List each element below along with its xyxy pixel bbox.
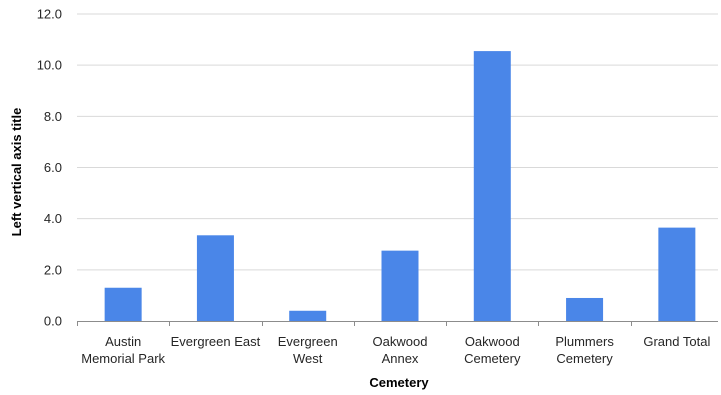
x-tick-label: Evergreen West xyxy=(278,334,338,366)
x-tick-label: Grand Total xyxy=(643,334,710,349)
x-tick-labels: Austin Memorial Park Evergreen East Evergre… xyxy=(81,334,710,366)
bar xyxy=(104,287,142,321)
x-tick-label: Oakwood Annex xyxy=(373,334,428,366)
y-tick-label: 8.0 xyxy=(44,109,62,124)
bar xyxy=(658,227,696,321)
bar xyxy=(566,297,604,321)
axes xyxy=(77,321,718,326)
gridlines xyxy=(77,13,718,271)
y-tick-label: 12.0 xyxy=(37,7,62,22)
x-axis-title: Cemetery xyxy=(369,375,429,390)
bar xyxy=(196,235,234,321)
y-tick-label: 10.0 xyxy=(37,58,62,73)
bar xyxy=(473,51,511,322)
x-tick-label: Evergreen East xyxy=(171,334,261,349)
bars xyxy=(104,51,696,322)
y-tick-labels: 0.0 2.0 4.0 6.0 8.0 10.0 12.0 xyxy=(37,7,62,329)
x-tick-label: Plummers Cemetery xyxy=(555,334,614,366)
y-tick-label: 6.0 xyxy=(44,160,62,175)
bar xyxy=(381,250,419,321)
bar xyxy=(289,310,327,321)
y-tick-label: 0.0 xyxy=(44,314,62,329)
x-tick-label: Austin Memorial Park xyxy=(81,334,165,366)
y-tick-label: 2.0 xyxy=(44,262,62,277)
x-tick-label: Oakwood Cemetery xyxy=(464,334,521,366)
y-axis-title: Left vertical axis title xyxy=(9,108,24,237)
y-tick-label: 4.0 xyxy=(44,211,62,226)
